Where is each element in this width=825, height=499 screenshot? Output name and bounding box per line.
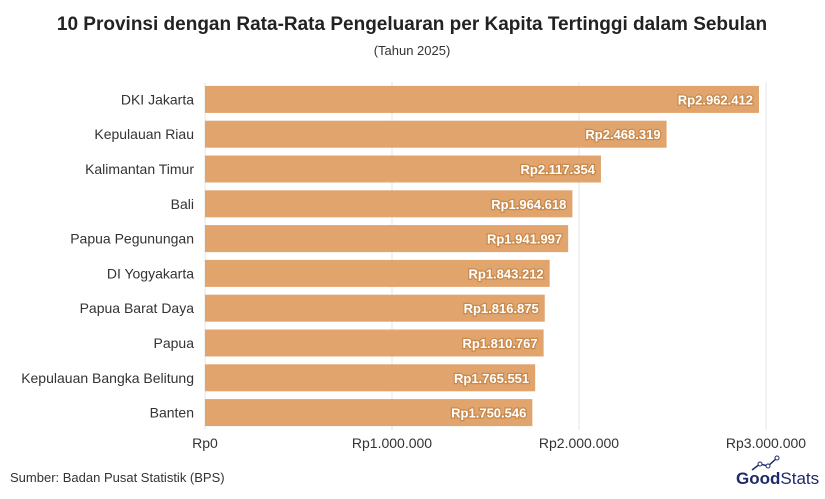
data-label: Rp1.843.212 (469, 266, 544, 281)
data-label: Rp2.962.412 (678, 92, 753, 107)
chart-subtitle: (Tahun 2025) (374, 43, 451, 58)
bar (205, 225, 569, 253)
x-tick-label: Rp1.000.000 (352, 435, 432, 451)
bar (205, 364, 536, 392)
bar (205, 120, 667, 148)
data-label: Rp1.816.875 (464, 301, 539, 316)
x-tick-label: Rp3.000.000 (726, 435, 806, 451)
category-label: Banten (150, 405, 194, 421)
goodstats-logo: GoodStats (736, 455, 819, 488)
data-label: Rp1.810.767 (462, 336, 537, 351)
category-label: Kalimantan Timur (85, 161, 194, 177)
svg-text:GoodStats: GoodStats (736, 469, 819, 488)
data-label: Rp1.750.546 (451, 406, 526, 421)
source-note: Sumber: Badan Pusat Statistik (BPS) (10, 470, 225, 485)
data-label: Rp1.964.618 (491, 197, 566, 212)
chart-title: 10 Provinsi dengan Rata-Rata Pengeluaran… (57, 14, 767, 35)
data-label: Rp1.765.551 (454, 371, 529, 386)
category-label: DI Yogyakarta (107, 265, 194, 281)
bar (205, 294, 545, 322)
data-label: Rp2.117.354 (520, 162, 595, 177)
x-tick-label: Rp2.000.000 (539, 435, 619, 451)
bar (205, 190, 573, 218)
bar (205, 85, 759, 113)
data-label: Rp1.941.997 (487, 232, 562, 247)
category-label: Papua Pegunungan (70, 231, 194, 247)
data-label: Rp2.468.319 (585, 127, 660, 142)
category-label: Kepulauan Riau (94, 126, 194, 142)
category-label: DKI Jakarta (121, 91, 194, 107)
bar (205, 155, 601, 183)
category-label: Papua (154, 335, 195, 351)
bar (205, 329, 544, 357)
category-label: Papua Barat Daya (80, 300, 195, 316)
bar (205, 399, 533, 427)
category-label: Bali (171, 196, 194, 212)
category-label: Kepulauan Bangka Belitung (21, 370, 194, 386)
x-tick-label: Rp0 (192, 435, 218, 451)
bar (205, 259, 550, 287)
